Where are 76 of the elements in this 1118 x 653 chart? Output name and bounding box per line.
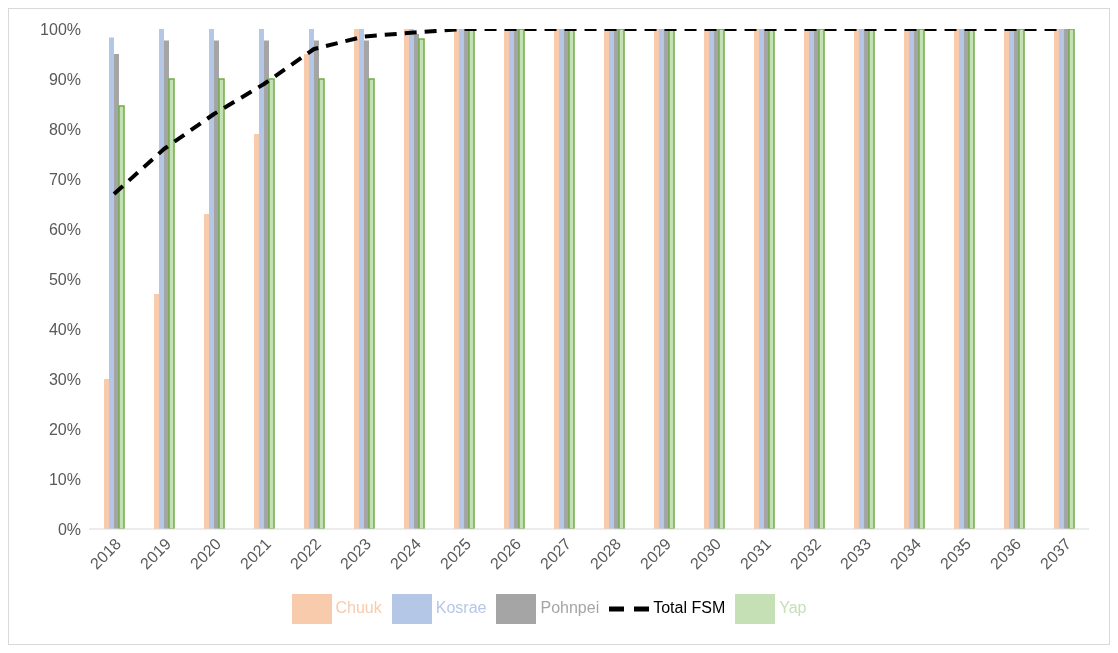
y-tick-label: 80% (48, 120, 81, 138)
y-tick-label: 100% (40, 20, 81, 38)
bar (759, 29, 764, 529)
bar (104, 379, 109, 529)
bar (309, 29, 314, 529)
bar (1018, 29, 1025, 529)
bar (554, 29, 559, 529)
legend-label: Chuuk (335, 599, 382, 617)
bar (154, 294, 159, 529)
y-tick-label: 90% (48, 70, 81, 88)
bar (209, 29, 214, 529)
bar (404, 29, 409, 529)
bar (904, 29, 909, 529)
bar (518, 29, 525, 529)
bar (859, 29, 864, 529)
bar (959, 29, 964, 529)
bar (809, 29, 814, 529)
legend-label: Kosrae (435, 599, 487, 617)
bar (359, 29, 364, 529)
y-tick-label: 10% (48, 470, 81, 488)
bar (268, 78, 275, 529)
bar (954, 29, 959, 529)
y-tick-label: 30% (48, 370, 81, 388)
legend-label: Pohnpei (540, 599, 600, 617)
bar (218, 78, 225, 529)
bar (1004, 29, 1009, 529)
bar (409, 29, 414, 529)
bar (618, 29, 625, 529)
bar (454, 29, 459, 529)
bar (659, 29, 664, 529)
bar (718, 29, 725, 529)
bar (1059, 29, 1064, 529)
bar (504, 29, 509, 529)
bar (818, 29, 825, 529)
bar (568, 29, 575, 529)
bar (709, 29, 714, 529)
y-tick-label: 50% (48, 270, 81, 288)
bar (204, 214, 209, 529)
bar (768, 29, 775, 529)
bar (109, 37, 114, 529)
y-tick-label: 20% (48, 420, 81, 438)
bar (509, 29, 514, 529)
legend-label: Total FSM (653, 599, 726, 617)
y-tick-label: 70% (48, 170, 81, 188)
bar (804, 29, 809, 529)
bar (354, 29, 359, 529)
bar (418, 38, 425, 529)
y-tick-label: 60% (48, 220, 81, 238)
bar (609, 29, 614, 529)
bar (468, 29, 475, 529)
y-tick-label: 0% (57, 520, 81, 538)
bar (868, 29, 875, 529)
bar (604, 29, 609, 529)
bar (259, 29, 264, 529)
legend-label: Yap (779, 599, 807, 617)
bar (654, 29, 659, 529)
bar (459, 29, 464, 529)
bar (1068, 29, 1075, 529)
bar (254, 134, 259, 529)
bar (918, 29, 925, 529)
y-tick-label: 40% (48, 320, 81, 338)
bar (168, 78, 175, 529)
bar (668, 29, 675, 529)
bar (968, 29, 975, 529)
bar (304, 54, 309, 529)
bar (909, 29, 914, 529)
bar (159, 29, 164, 529)
bar (1009, 29, 1014, 529)
bar (118, 105, 125, 529)
bar (368, 78, 375, 529)
bar (1054, 29, 1059, 529)
bar (559, 29, 564, 529)
bar (754, 29, 759, 529)
bar (318, 78, 325, 529)
bar (854, 29, 859, 529)
bar (704, 29, 709, 529)
